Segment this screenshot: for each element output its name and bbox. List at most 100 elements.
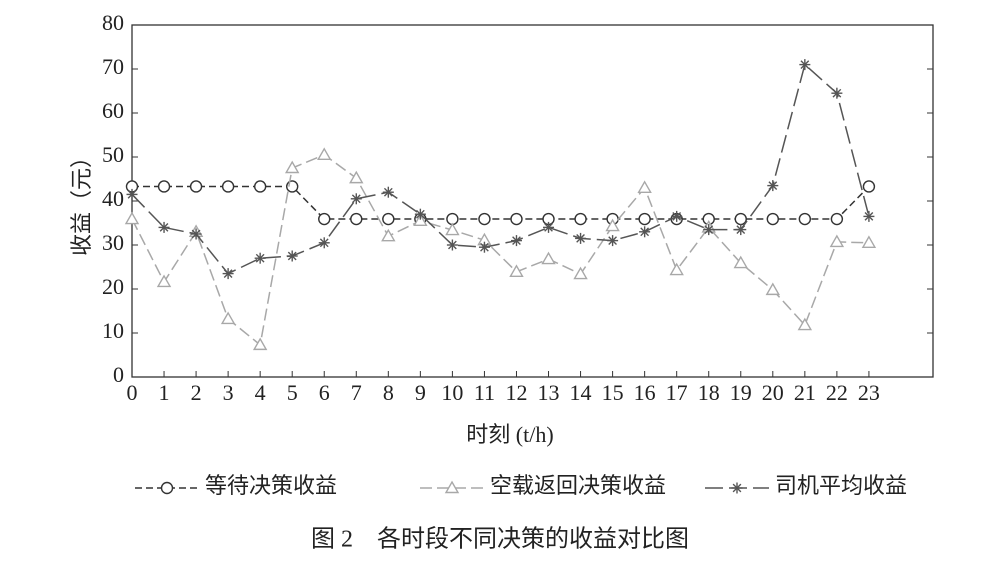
marker-shape: [640, 227, 650, 237]
marker-shape: [284, 160, 300, 174]
marker: [799, 59, 811, 71]
marker: [637, 180, 652, 193]
marker: [444, 480, 460, 494]
marker: [607, 235, 619, 247]
x-tick-label: 2: [191, 380, 202, 405]
marker-shape: [573, 266, 588, 280]
marker-shape: [223, 269, 233, 278]
marker: [829, 234, 845, 248]
x-tick-label: 18: [698, 380, 720, 405]
y-axis-label: 收益（元）: [69, 146, 94, 256]
marker-shape: [221, 180, 235, 193]
y-tick-label: 30: [102, 230, 124, 255]
marker-shape: [864, 212, 874, 221]
y-tick-label: 60: [102, 98, 124, 123]
marker: [731, 482, 743, 494]
y-tick-label: 20: [102, 274, 124, 299]
marker-shape: [445, 222, 460, 236]
marker: [126, 188, 138, 200]
marker-shape: [124, 211, 140, 225]
marker-shape: [160, 481, 174, 495]
marker-shape: [351, 194, 361, 204]
chart-caption: 图 2 各时段不同决策的收益对比图: [311, 526, 689, 553]
marker: [318, 212, 331, 226]
marker: [382, 212, 395, 226]
x-tick-label: 3: [223, 380, 234, 405]
marker-shape: [510, 212, 523, 226]
marker: [158, 221, 170, 233]
marker-shape: [704, 225, 714, 234]
x-tick-label: 15: [602, 380, 624, 405]
marker: [286, 250, 298, 262]
marker: [156, 274, 172, 288]
marker-shape: [541, 251, 556, 265]
marker-shape: [605, 218, 620, 232]
marker-shape: [350, 212, 363, 226]
marker-shape: [576, 234, 585, 243]
marker-shape: [159, 223, 169, 232]
marker: [189, 180, 203, 193]
marker-shape: [448, 240, 457, 250]
x-tick-label: 10: [441, 380, 463, 405]
marker: [543, 221, 555, 233]
marker-shape: [509, 264, 524, 278]
marker-shape: [797, 317, 813, 331]
marker: [157, 180, 171, 193]
marker-shape: [127, 190, 137, 199]
marker: [509, 264, 524, 278]
marker: [318, 237, 330, 249]
marker: [446, 239, 458, 251]
marker-shape: [253, 180, 267, 193]
y-tick-label: 10: [102, 318, 124, 343]
y-tick-label: 50: [102, 142, 124, 167]
marker-shape: [220, 311, 236, 325]
marker-shape: [832, 88, 842, 98]
marker: [414, 208, 426, 220]
x-tick-label: 21: [794, 380, 816, 405]
marker-shape: [480, 242, 489, 252]
marker: [222, 268, 234, 280]
x-axis-label: 时刻 (t/h): [466, 422, 553, 447]
marker-shape: [381, 228, 396, 242]
marker-shape: [765, 282, 781, 296]
marker: [252, 337, 268, 351]
x-tick-label: 12: [505, 380, 527, 405]
x-tick-label: 5: [287, 380, 298, 405]
marker-shape: [512, 236, 521, 245]
marker-shape: [157, 180, 171, 193]
marker: [350, 212, 363, 226]
marker: [350, 193, 362, 205]
x-tick-label: 1: [159, 380, 170, 405]
marker: [541, 251, 556, 265]
marker: [253, 180, 267, 193]
marker-shape: [382, 212, 395, 226]
marker-shape: [478, 212, 491, 226]
marker-shape: [156, 274, 172, 288]
series-line: [131, 153, 869, 347]
series-line: [132, 185, 870, 220]
marker: [478, 212, 491, 226]
marker: [831, 87, 843, 99]
y-tick-label: 0: [113, 362, 124, 387]
marker: [798, 212, 812, 226]
x-tick-label: 0: [127, 380, 138, 405]
marker-shape: [736, 225, 746, 234]
marker-shape: [349, 170, 364, 184]
marker: [863, 210, 875, 222]
legend-label: 空载返回决策收益: [490, 473, 666, 498]
marker: [733, 255, 748, 269]
marker-shape: [191, 229, 201, 239]
marker-shape: [319, 238, 329, 248]
marker: [510, 235, 522, 247]
marker-shape: [252, 337, 268, 351]
marker: [349, 170, 364, 184]
marker: [190, 228, 202, 240]
x-tick-label: 4: [255, 380, 266, 405]
marker-shape: [317, 147, 332, 160]
marker: [160, 481, 174, 495]
y-tick-label: 80: [102, 10, 124, 35]
marker: [284, 160, 300, 174]
marker-shape: [608, 236, 617, 245]
marker-shape: [255, 253, 265, 263]
